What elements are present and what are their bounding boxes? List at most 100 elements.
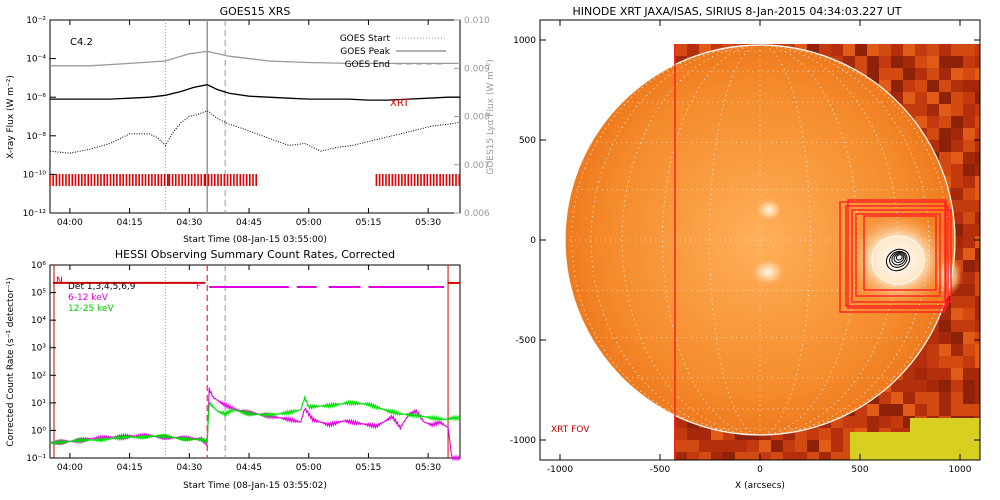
bright-point <box>750 258 786 286</box>
xrt-corona-tile <box>687 440 699 452</box>
xrt-corona-tile <box>879 404 891 416</box>
xrt-corona-tile <box>951 44 963 56</box>
hessi-x-tick-label: 05:15 <box>355 463 381 473</box>
xrt-corona-tile <box>675 452 687 460</box>
xrt-corona-tile <box>963 224 975 236</box>
xrt-corona-tile <box>939 116 951 128</box>
xrt-corona-tile <box>975 248 980 260</box>
xrt-x-tick-label: 500 <box>851 465 868 475</box>
xrt-corona-tile <box>975 332 980 344</box>
xrt-corona-tile <box>975 260 980 272</box>
hessi-y-tick-label: 10² <box>31 371 46 381</box>
hessi-plot-frame <box>49 264 461 459</box>
xrt-corona-tile <box>975 188 980 200</box>
xrt-corona-tile <box>927 56 939 68</box>
xrt-corona-tile <box>927 128 939 140</box>
xrt-title: HINODE XRT JAXA/ISAS, SIRIUS 8-Jan-2015 … <box>573 5 902 18</box>
xrt-corona-tile <box>939 404 951 416</box>
xrt-corona-tile <box>951 164 963 176</box>
legend-6-12kev: 6-12 keV <box>68 293 109 303</box>
xrt-corona-tile <box>963 176 975 188</box>
xrt-corona-tile <box>951 380 963 392</box>
goes-x-tick-label: 05:00 <box>296 218 322 228</box>
xrt-corona-tile <box>951 92 963 104</box>
goes-x-label: Start Time (08-Jan-15 03:55:00) <box>183 235 327 245</box>
xrt-corona-tile <box>699 440 711 452</box>
xrt-corona-tile <box>891 68 903 80</box>
hessi-x-tick-label: 05:30 <box>415 463 441 473</box>
xrt-corona-tile <box>807 440 819 452</box>
xrt-corona-tile <box>807 452 819 460</box>
xrt-corona-tile <box>855 56 867 68</box>
xrt-fov-box <box>855 213 941 297</box>
xrt-corona-tile <box>675 428 687 440</box>
hessi-y-tick-label: 10⁶ <box>31 261 46 271</box>
xrt-fov-box <box>847 199 947 309</box>
xrt-corona-tile <box>867 404 879 416</box>
xrt-corona-tile <box>975 116 980 128</box>
xrt-corona-tile <box>975 368 980 380</box>
xrt-corona-tile <box>951 200 963 212</box>
hessi-x-tick-label: 04:30 <box>176 463 202 473</box>
xrt-corona-tile <box>951 104 963 116</box>
xrt-corona-tile <box>783 440 795 452</box>
xrt-corona-tile <box>975 356 980 368</box>
xrt-corona-tile <box>891 44 903 56</box>
goes-y-tick-label: 10⁻¹² <box>23 209 47 219</box>
xrt-corona-tile <box>939 104 951 116</box>
xrt-corona-tile <box>891 416 903 428</box>
xrt-corona-tile <box>963 296 975 308</box>
xrt-fov-box <box>863 215 937 291</box>
hessi-contour <box>893 253 905 264</box>
xrt-corona-tile <box>963 320 975 332</box>
goes-y-tick-label: 10⁻¹⁰ <box>23 170 47 180</box>
xrt-corona-tile <box>711 452 723 460</box>
xrt-corona-tile <box>867 44 879 56</box>
xrt-corona-tile <box>963 392 975 404</box>
xrt-corona-tile <box>963 164 975 176</box>
xrt-corona-tile <box>903 380 915 392</box>
xrt-corona-tile <box>927 116 939 128</box>
xrt-corona-tile <box>915 392 927 404</box>
xrt-corona-tile <box>675 440 687 452</box>
xrt-corona-tile <box>963 344 975 356</box>
xrt-corona-tile <box>951 392 963 404</box>
hessi-x-tick-label: 04:15 <box>117 463 143 473</box>
xrt-corona-tile <box>699 428 711 440</box>
xrt-corona-tile <box>891 392 903 404</box>
xrt-corona-tile <box>975 104 980 116</box>
legend-goes-peak: GOES Peak <box>340 47 390 57</box>
xrt-corona-tile <box>951 320 963 332</box>
goes-class-annotation: C4.2 <box>70 37 93 48</box>
xrt-corona-tile <box>915 56 927 68</box>
xrt-corona-tile <box>963 92 975 104</box>
xrt-corona-tile <box>903 404 915 416</box>
hessi-legend: Det 1,3,4,5,6,9 6-12 keV 12-25 keV <box>68 282 136 314</box>
xrt-corona-tile <box>903 368 915 380</box>
xrt-corona-tile <box>783 452 795 460</box>
xrt-corona-tile <box>939 368 951 380</box>
xrt-corona-tile <box>975 56 980 68</box>
xrt-image <box>540 20 980 460</box>
xrt-corona-tile <box>915 104 927 116</box>
xrt-corona-tile <box>963 212 975 224</box>
xrt-corona-tile <box>975 296 980 308</box>
xrt-corona-tile <box>963 248 975 260</box>
xrt-y-tick-label: 1000 <box>513 36 536 46</box>
xrt-corona-tile <box>975 404 980 416</box>
xrt-corona-tile <box>879 416 891 428</box>
xrt-corona-tile <box>939 380 951 392</box>
bright-point <box>755 198 783 222</box>
xrt-corona-tile <box>867 56 879 68</box>
goes-y2-tick-label: 0.010 <box>464 16 490 26</box>
xrt-corona-tile <box>951 356 963 368</box>
hessi-contour <box>891 251 906 266</box>
xrt-corona-tile <box>903 44 915 56</box>
xrt-corona-tile <box>939 332 951 344</box>
xrt-corona-tile <box>951 56 963 68</box>
xrt-corona-tile <box>723 452 735 460</box>
xrt-corona-tile <box>723 440 735 452</box>
xrt-corona-tile <box>927 68 939 80</box>
xrt-fov-box <box>839 201 946 313</box>
